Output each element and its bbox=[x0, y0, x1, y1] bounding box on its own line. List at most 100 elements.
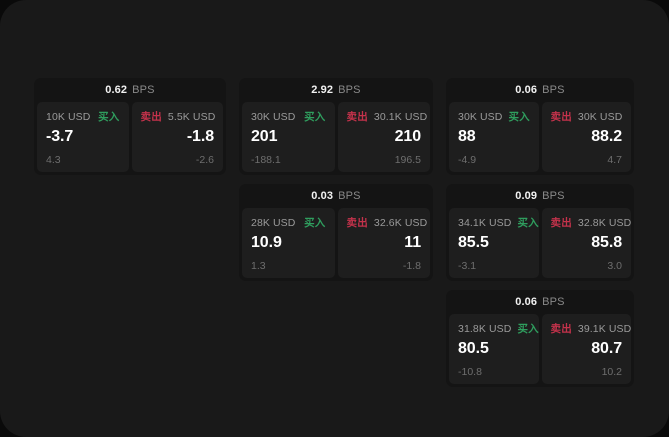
bps-unit-label: BPS bbox=[542, 84, 565, 96]
sell-delta: 10.2 bbox=[601, 366, 622, 378]
buy-price: 88 bbox=[458, 128, 476, 145]
sell-price: 210 bbox=[394, 128, 422, 145]
buy-action-label[interactable]: 买入 bbox=[508, 111, 530, 123]
quote-card[interactable]: 0.62 BPS 10K USD 买入 -3.7 4.3 卖出 5.5K USD bbox=[34, 78, 226, 175]
bps-unit-label: BPS bbox=[542, 190, 565, 202]
buy-side-header: 31.8K USD 买入 bbox=[458, 321, 539, 335]
sell-delta: 4.7 bbox=[607, 154, 622, 166]
sell-side[interactable]: 卖出 32.6K USD 11 -1.8 bbox=[337, 208, 430, 278]
sell-side-header: 卖出 30.1K USD bbox=[346, 109, 428, 123]
sell-price: -1.8 bbox=[186, 128, 214, 145]
sell-delta: -1.8 bbox=[402, 260, 421, 272]
card-header: 0.09 BPS bbox=[446, 184, 634, 208]
bps-unit-label: BPS bbox=[338, 84, 361, 96]
buy-side[interactable]: 30K USD 买入 88 -4.9 bbox=[449, 102, 539, 172]
buy-price: 201 bbox=[251, 128, 278, 145]
buy-side-header: 28K USD 买入 bbox=[251, 215, 326, 229]
sell-delta: 196.5 bbox=[394, 154, 421, 166]
sell-price: 11 bbox=[404, 234, 421, 251]
sell-action-label[interactable]: 卖出 bbox=[346, 217, 368, 229]
buy-side-header: 30K USD 买入 bbox=[458, 109, 530, 123]
buy-side[interactable]: 30K USD 买入 201 -188.1 bbox=[242, 102, 335, 172]
sell-side[interactable]: 卖出 5.5K USD -1.8 -2.6 bbox=[131, 102, 223, 172]
quote-card[interactable]: 0.06 BPS 31.8K USD 买入 80.5 -10.8 卖出 39.1… bbox=[446, 290, 634, 387]
sell-delta: -2.6 bbox=[195, 154, 214, 166]
sell-size-label: 30K USD bbox=[577, 111, 623, 123]
buy-size-label: 30K USD bbox=[458, 111, 503, 123]
buy-delta: -3.1 bbox=[458, 260, 477, 272]
sell-size-label: 30.1K USD bbox=[373, 111, 428, 123]
card-header: 0.62 BPS bbox=[34, 78, 226, 102]
sell-side[interactable]: 卖出 32.8K USD 85.8 3.0 bbox=[541, 208, 632, 278]
sell-price: 85.8 bbox=[591, 234, 622, 251]
sell-side[interactable]: 卖出 30K USD 88.2 4.7 bbox=[541, 102, 631, 172]
buy-price: -3.7 bbox=[46, 128, 74, 145]
bps-value: 0.06 bbox=[515, 84, 538, 96]
buy-size-label: 28K USD bbox=[251, 217, 296, 229]
sell-side-header: 卖出 39.1K USD bbox=[550, 321, 632, 335]
bps-unit-label: BPS bbox=[338, 190, 361, 202]
bps-value: 2.92 bbox=[311, 84, 334, 96]
buy-side-header: 30K USD 买入 bbox=[251, 109, 326, 123]
bps-value: 0.09 bbox=[515, 190, 538, 202]
card-header: 2.92 BPS bbox=[239, 78, 433, 102]
sell-action-label[interactable]: 卖出 bbox=[550, 217, 572, 229]
buy-side[interactable]: 28K USD 买入 10.9 1.3 bbox=[242, 208, 335, 278]
buy-size-label: 10K USD bbox=[46, 111, 91, 123]
buy-side[interactable]: 10K USD 买入 -3.7 4.3 bbox=[37, 102, 129, 172]
buy-size-label: 34.1K USD bbox=[458, 217, 512, 229]
card-body: 28K USD 买入 10.9 1.3 卖出 32.6K USD 11 -1.8 bbox=[239, 208, 433, 281]
buy-price: 85.5 bbox=[458, 234, 489, 251]
buy-size-label: 31.8K USD bbox=[458, 323, 512, 335]
sell-side[interactable]: 卖出 39.1K USD 80.7 10.2 bbox=[541, 314, 632, 384]
card-body: 30K USD 买入 201 -188.1 卖出 30.1K USD 210 1… bbox=[239, 102, 433, 175]
card-body: 34.1K USD 买入 85.5 -3.1 卖出 32.8K USD 85.8… bbox=[446, 208, 634, 281]
bps-unit-label: BPS bbox=[542, 296, 565, 308]
quote-card[interactable]: 0.09 BPS 34.1K USD 买入 85.5 -3.1 卖出 32.8K… bbox=[446, 184, 634, 281]
sell-size-label: 5.5K USD bbox=[167, 111, 216, 123]
bps-value: 0.03 bbox=[311, 190, 334, 202]
buy-delta: 1.3 bbox=[251, 260, 266, 272]
bps-value: 0.62 bbox=[105, 84, 128, 96]
sell-delta: 3.0 bbox=[607, 260, 622, 272]
quote-card-grid: 0.62 BPS 10K USD 买入 -3.7 4.3 卖出 5.5K USD bbox=[34, 78, 638, 387]
card-body: 31.8K USD 买入 80.5 -10.8 卖出 39.1K USD 80.… bbox=[446, 314, 634, 387]
buy-delta: -188.1 bbox=[251, 154, 281, 166]
sell-side-header: 卖出 32.8K USD bbox=[550, 215, 632, 229]
bps-value: 0.06 bbox=[515, 296, 538, 308]
sell-action-label[interactable]: 卖出 bbox=[550, 111, 572, 123]
sell-side-header: 卖出 5.5K USD bbox=[140, 109, 216, 123]
buy-action-label[interactable]: 买入 bbox=[304, 111, 326, 123]
buy-price: 80.5 bbox=[458, 340, 489, 357]
sell-action-label[interactable]: 卖出 bbox=[346, 111, 368, 123]
quote-card[interactable]: 0.03 BPS 28K USD 买入 10.9 1.3 卖出 32.6K US… bbox=[239, 184, 433, 281]
sell-side-header: 卖出 32.6K USD bbox=[346, 215, 428, 229]
buy-action-label[interactable]: 买入 bbox=[517, 217, 539, 229]
sell-price: 80.7 bbox=[591, 340, 622, 357]
sell-size-label: 32.8K USD bbox=[577, 217, 632, 229]
buy-delta: -4.9 bbox=[458, 154, 477, 166]
buy-price: 10.9 bbox=[251, 234, 282, 251]
buy-side[interactable]: 31.8K USD 买入 80.5 -10.8 bbox=[449, 314, 539, 384]
buy-size-label: 30K USD bbox=[251, 111, 296, 123]
buy-action-label[interactable]: 买入 bbox=[304, 217, 326, 229]
sell-price: 88.2 bbox=[591, 128, 622, 145]
buy-action-label[interactable]: 买入 bbox=[98, 111, 120, 123]
sell-side[interactable]: 卖出 30.1K USD 210 196.5 bbox=[337, 102, 430, 172]
quote-card[interactable]: 0.06 BPS 30K USD 买入 88 -4.9 卖出 30K USD bbox=[446, 78, 634, 175]
buy-side-header: 10K USD 买入 bbox=[46, 109, 120, 123]
card-body: 30K USD 买入 88 -4.9 卖出 30K USD 88.2 4.7 bbox=[446, 102, 634, 175]
card-header: 0.06 BPS bbox=[446, 78, 634, 102]
sell-action-label[interactable]: 卖出 bbox=[550, 323, 572, 335]
buy-delta: 4.3 bbox=[46, 154, 61, 166]
sell-size-label: 39.1K USD bbox=[577, 323, 632, 335]
card-body: 10K USD 买入 -3.7 4.3 卖出 5.5K USD -1.8 -2.… bbox=[34, 102, 226, 175]
sell-action-label[interactable]: 卖出 bbox=[140, 111, 162, 123]
buy-action-label[interactable]: 买入 bbox=[517, 323, 539, 335]
sell-side-header: 卖出 30K USD bbox=[551, 109, 623, 123]
card-header: 0.03 BPS bbox=[239, 184, 433, 208]
quote-card[interactable]: 2.92 BPS 30K USD 买入 201 -188.1 卖出 30.1K … bbox=[239, 78, 433, 175]
buy-side[interactable]: 34.1K USD 买入 85.5 -3.1 bbox=[449, 208, 539, 278]
sell-size-label: 32.6K USD bbox=[373, 217, 428, 229]
